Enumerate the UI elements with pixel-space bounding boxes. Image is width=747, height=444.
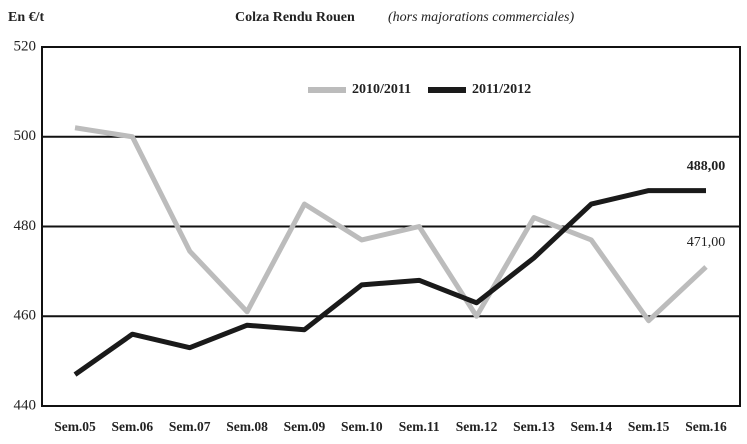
y-tick-label: 440 [14,397,37,413]
x-tick-label: Sem.06 [112,419,154,434]
series-line [73,188,706,377]
y-tick-label: 520 [14,38,37,54]
series-line [74,125,708,324]
x-tick-label: Sem.16 [685,419,727,434]
value-label: 488,00 [687,159,726,174]
value-label: 471,00 [687,235,726,250]
chart-title: Colza Rendu Rouen [235,10,355,25]
x-tick-label: Sem.07 [169,419,211,434]
y-tick-label: 460 [14,308,37,324]
plot-frame [41,46,741,407]
x-tick-label: Sem.13 [513,419,555,434]
x-tick-label: Sem.05 [54,419,96,434]
x-tick-label: Sem.12 [456,419,498,434]
x-tick-label: Sem.10 [341,419,383,434]
x-tick-label: Sem.14 [570,419,612,434]
y-tick-label: 480 [14,218,37,234]
legend-label: 2011/2012 [472,82,531,97]
legend-label: 2010/2011 [352,82,411,97]
y-tick-label: 500 [14,128,37,144]
x-tick-label: Sem.11 [399,419,440,434]
y-axis-label: En €/t [8,10,45,25]
x-tick-label: Sem.09 [284,419,326,434]
chart-subtitle: (hors majorations commerciales) [388,10,574,25]
x-tick-label: Sem.15 [628,419,670,434]
x-tick-label: Sem.08 [226,419,268,434]
